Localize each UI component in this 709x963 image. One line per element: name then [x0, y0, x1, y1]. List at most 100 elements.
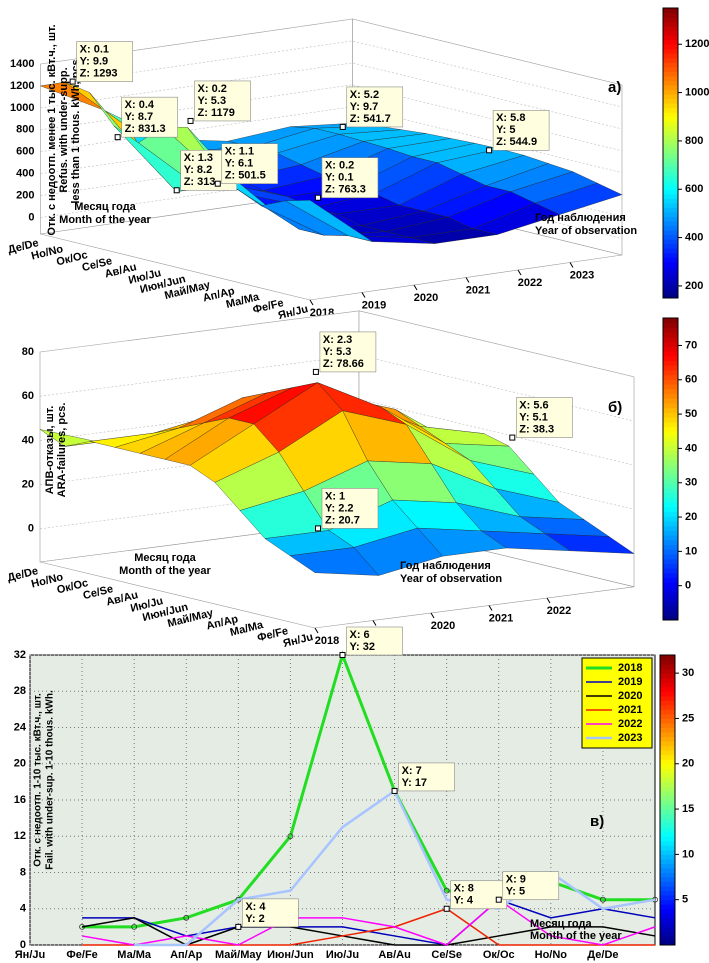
colorbar-cell — [663, 473, 678, 479]
colorbar-cell — [663, 591, 678, 597]
datatip-label: Z: 313 — [184, 176, 216, 188]
colorbar-cell — [660, 795, 675, 801]
colorbar-cell — [660, 822, 675, 828]
datatip-box — [242, 898, 299, 928]
colorbar-cell — [663, 94, 678, 100]
datatip-label: Y: 2 — [245, 913, 264, 925]
datatip-label: Y: 5 — [506, 886, 525, 898]
colorbar-cell — [663, 586, 678, 593]
colorbar-cell — [660, 917, 675, 923]
colorbar-cell — [663, 125, 678, 131]
colorbar-cell — [663, 421, 678, 428]
datatip-label: X: 1 — [325, 490, 345, 502]
colorbar-tick-label: 40 — [685, 442, 697, 454]
datatip-label: Z: 763.3 — [325, 184, 366, 196]
year-tick — [569, 262, 574, 268]
series-marker — [600, 896, 606, 903]
grid-line — [40, 62, 623, 130]
colorbar-cell — [660, 682, 675, 688]
colorbar-cell — [663, 384, 678, 390]
colorbar-cell — [663, 502, 678, 508]
datatip-marker — [235, 923, 242, 930]
colorbar-tick-label: 60 — [685, 374, 697, 386]
datatip-label: Z: 1179 — [198, 107, 235, 119]
colorbar-cell — [663, 270, 678, 276]
colorbar-cell — [663, 220, 678, 226]
year-tick — [314, 627, 319, 634]
colorbar-tick-label: 1200 — [685, 38, 709, 50]
colorbar-cell — [663, 211, 678, 217]
colorbar-cell — [660, 772, 675, 778]
colorbar-tick-label: 200 — [685, 280, 703, 292]
datatip-box — [76, 41, 133, 82]
colorbar-tick-label: 50 — [685, 408, 697, 420]
datatip-box — [121, 96, 178, 138]
datatip-box — [502, 871, 560, 900]
datatip-label: Z: 38.3 — [519, 423, 554, 435]
colorbar-cell — [663, 478, 678, 484]
colorbar-tick-label: 0 — [685, 580, 691, 592]
x-tick-label: Ян/Ju — [15, 949, 45, 961]
datatip-label: Z: 501.5 — [225, 170, 266, 182]
x-tick-label: Но/No — [535, 949, 568, 961]
colorbar-cell — [663, 435, 678, 442]
colorbar-cell — [660, 926, 675, 932]
colorbar-cell — [660, 713, 675, 719]
colorbar-cell — [663, 225, 678, 231]
datatip-box — [321, 488, 379, 529]
colorbar-cell — [663, 62, 678, 68]
datatip-marker — [509, 434, 516, 441]
year-tick — [372, 620, 377, 626]
datatip-label: Z: 541.7 — [350, 113, 391, 125]
colorbar-cell — [663, 535, 678, 541]
colorbar-cell — [663, 572, 678, 579]
colorbar-cell — [663, 511, 678, 517]
legend-label: 2019 — [618, 676, 642, 688]
legend-label: 2023 — [618, 732, 642, 744]
year-label: 2018 — [315, 635, 339, 647]
y-tick-label: 32 — [14, 649, 26, 661]
colorbar-cell — [663, 388, 678, 394]
colorbar-cell — [663, 549, 678, 555]
datatip-label: X: 0.2 — [325, 160, 354, 172]
colorbar-cell — [660, 704, 675, 710]
datatip-label: X: 0.1 — [80, 43, 109, 55]
colorbar-cell — [663, 601, 678, 607]
colorbar-cell — [663, 39, 678, 45]
colorbar-cell — [663, 369, 678, 376]
x-axis-label: Month of the year — [530, 930, 622, 942]
colorbar-cell — [660, 695, 675, 701]
colorbar-cell — [663, 506, 678, 512]
colorbar-cell — [663, 248, 678, 254]
colorbar-cell — [660, 759, 675, 765]
colorbar-cell — [663, 153, 678, 159]
colorbar-cell — [660, 754, 675, 760]
colorbar-cell — [663, 393, 678, 399]
datatip-label: Z: 78.66 — [323, 358, 364, 370]
datatip-label: X: 8 — [454, 883, 474, 895]
colorbar-cell — [663, 48, 678, 54]
datatip-marker — [69, 78, 76, 85]
colorbar-cell — [663, 171, 678, 177]
colorbar-cell — [663, 261, 678, 267]
colorbar-cell — [663, 12, 678, 18]
colorbar-cell — [660, 845, 675, 851]
colorbar-cell — [660, 664, 675, 670]
z-axis-label: ARA-failures, pcs. — [56, 403, 68, 498]
colorbar-cell — [663, 216, 678, 222]
colorbar-cell — [663, 497, 678, 503]
colorbar-cell — [663, 202, 678, 208]
colorbar-cell — [663, 596, 678, 602]
panel-label: б) — [608, 399, 622, 416]
colorbar-cell — [660, 768, 675, 774]
colorbar-cell — [663, 230, 678, 236]
y-tick-label: 16 — [14, 794, 26, 806]
datatip-marker — [486, 147, 493, 154]
colorbar-cell — [663, 398, 678, 404]
colorbar-cell — [663, 327, 678, 333]
colorbar-cell — [660, 800, 675, 806]
year-label: 2021 — [466, 284, 490, 296]
colorbar-cell — [663, 610, 678, 616]
colorbar-cell — [663, 198, 678, 204]
colorbar-cell — [660, 854, 675, 860]
